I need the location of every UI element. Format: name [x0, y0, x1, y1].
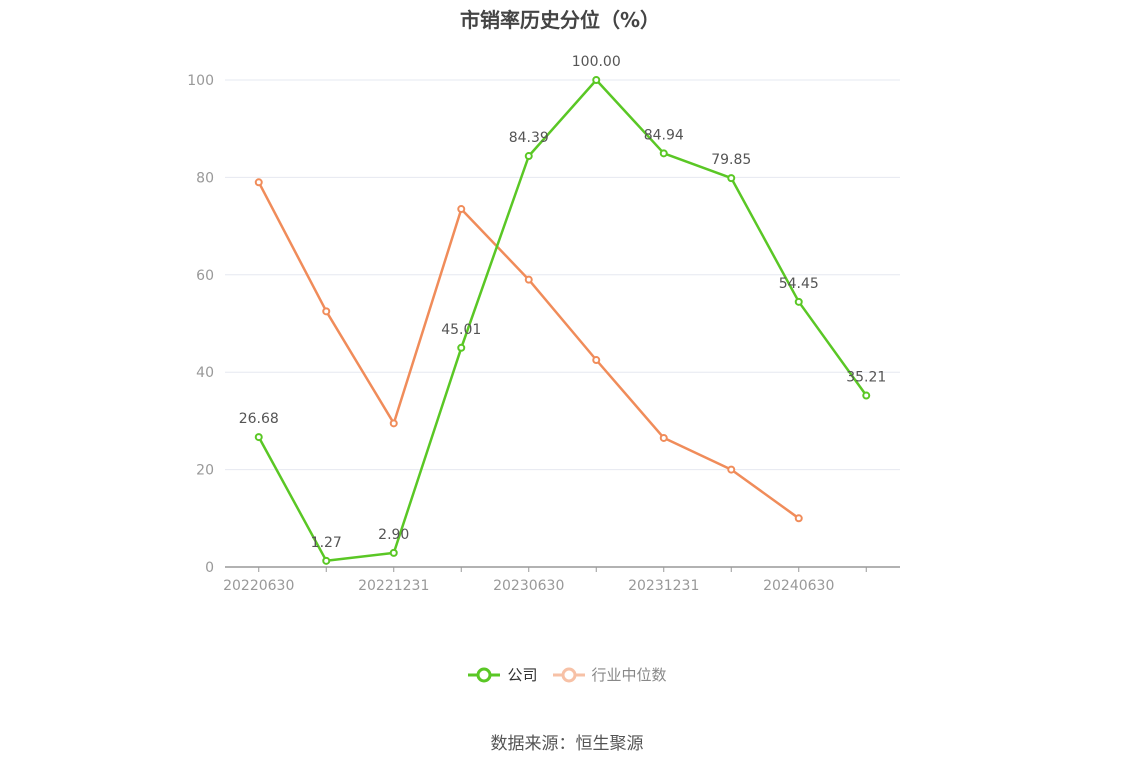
company-data-point[interactable] — [592, 76, 601, 84]
company-data-label: 1.27 — [311, 535, 342, 551]
x-tick-label: 20230630 — [493, 578, 564, 594]
industry-data-point[interactable] — [524, 275, 533, 284]
industry-data-point[interactable] — [322, 307, 331, 316]
axes: 0 20 40 60 80 100 20220630 20221231 20230630 2023… — [187, 73, 900, 594]
legend-item-company[interactable]: 公司 — [467, 664, 538, 685]
company-data-label: 100.00 — [572, 54, 621, 70]
industry-data-point[interactable] — [457, 205, 466, 214]
legend-industry-label: 行业中位数 — [591, 666, 667, 684]
industry-data-point[interactable] — [389, 419, 398, 428]
company-data-label: 26.68 — [239, 411, 279, 427]
company-data-point[interactable] — [862, 391, 871, 400]
x-tick-label: 20220630 — [223, 578, 294, 594]
chart-title: 市销率历史分位（%） — [459, 8, 661, 32]
company-data-label: 84.39 — [509, 130, 549, 146]
x-tick-label: 20240630 — [763, 578, 834, 594]
company-data-point[interactable] — [659, 149, 668, 158]
x-tick-label: 20231231 — [628, 578, 699, 594]
company-data-point[interactable] — [794, 297, 803, 306]
line-chart: 0 20 40 60 80 100 20220630 20221231 20230630 2023… — [187, 54, 900, 594]
data-points — [254, 76, 871, 565]
company-data-label: 54.45 — [779, 276, 819, 292]
industry-series-line — [257, 181, 800, 520]
legend-company-label: 公司 — [507, 666, 538, 684]
data-labels: 26.68 1.27 2.90 45.01 84.39 100.00 84.94 79.85 5… — [239, 54, 887, 551]
industry-data-point[interactable] — [727, 465, 736, 474]
x-tick-label: 20221231 — [358, 578, 429, 594]
grid-lines — [225, 79, 900, 471]
industry-data-point[interactable] — [794, 514, 803, 523]
company-data-label: 79.85 — [711, 152, 751, 168]
industry-data-point[interactable] — [254, 178, 263, 187]
industry-data-point[interactable] — [592, 356, 601, 365]
y-tick-label: 20 — [196, 463, 214, 479]
y-tick-label: 80 — [196, 170, 214, 186]
company-data-point[interactable] — [457, 343, 466, 352]
company-data-point[interactable] — [389, 548, 398, 557]
legend: 公司 行业中位数 — [0, 664, 1134, 685]
company-data-label: 35.21 — [846, 370, 886, 386]
company-data-point[interactable] — [254, 433, 263, 442]
y-tick-label: 0 — [205, 560, 214, 576]
company-data-point[interactable] — [322, 556, 331, 565]
company-series-line — [257, 78, 868, 563]
industry-data-point[interactable] — [659, 433, 668, 442]
company-data-label: 84.94 — [644, 127, 684, 143]
y-tick-label: 60 — [196, 268, 214, 284]
y-tick-label: 100 — [187, 73, 214, 89]
company-data-label: 45.01 — [441, 322, 481, 338]
legend-company-marker-icon — [468, 667, 501, 682]
data-source-note: 数据来源：恒生聚源 — [490, 734, 644, 754]
legend-industry-marker-icon — [552, 667, 585, 682]
legend-item-industry[interactable]: 行业中位数 — [552, 664, 667, 685]
series-lines — [257, 78, 868, 563]
y-tick-label: 40 — [196, 365, 214, 381]
company-data-point[interactable] — [727, 174, 736, 183]
company-data-point[interactable] — [524, 152, 533, 161]
company-data-label: 2.90 — [378, 527, 409, 543]
